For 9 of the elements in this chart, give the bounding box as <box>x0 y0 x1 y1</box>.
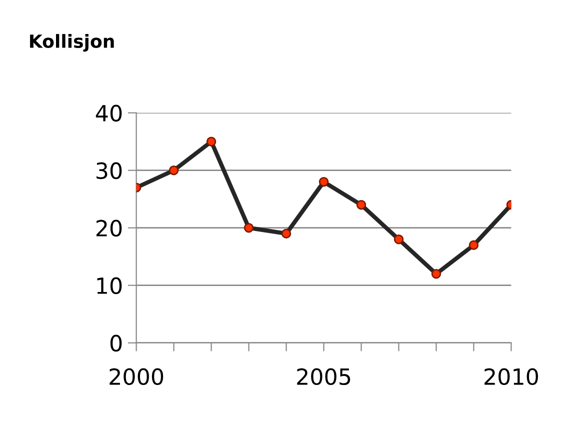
y-tick-label: 30 <box>96 162 122 180</box>
x-tick-label: 2010 <box>484 368 538 386</box>
y-tick-label: 20 <box>96 220 122 237</box>
y-tick-label: 10 <box>97 277 122 294</box>
y-tick-label: 40 <box>96 104 122 122</box>
x-tick-label: 2005 <box>297 368 350 386</box>
chart-title: Kollisjon <box>30 34 114 52</box>
y-tick-label: 0 <box>110 334 122 352</box>
x-tick-label: 2000 <box>110 368 164 386</box>
